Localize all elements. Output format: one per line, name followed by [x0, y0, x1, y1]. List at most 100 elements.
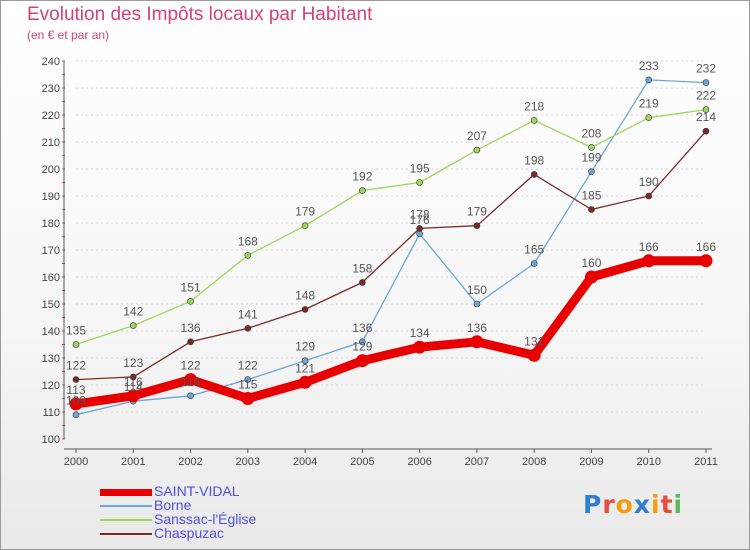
y-tick-label: 230	[42, 83, 60, 95]
data-point	[72, 411, 80, 419]
x-tick-label: 2006	[407, 456, 431, 468]
x-tick-label: 2004	[293, 456, 317, 468]
logo-letter: t	[660, 490, 674, 519]
data-point	[129, 373, 137, 381]
data-label: 114	[124, 380, 143, 394]
y-tick-label: 150	[42, 299, 60, 311]
data-point	[588, 168, 595, 175]
x-tick-label: 2005	[350, 456, 374, 468]
series-line	[71, 256, 711, 409]
data-point	[244, 376, 252, 383]
series-line	[75, 108, 707, 346]
data-label: 142	[123, 305, 143, 319]
data-point	[699, 254, 713, 268]
data-point	[72, 376, 80, 383]
legend-item-sanssac: Sanssac-l'Église	[100, 511, 320, 527]
data-label: 192	[352, 170, 372, 184]
logo-letter: r	[602, 490, 616, 519]
data-label: 165	[524, 243, 544, 257]
data-label: 150	[467, 283, 487, 297]
data-label: 136	[181, 321, 201, 335]
y-tick-label: 220	[42, 110, 60, 122]
data-point	[645, 192, 653, 200]
data-point	[129, 322, 137, 329]
logo-letter: x	[633, 490, 651, 519]
data-label: 115	[238, 378, 257, 392]
data-label: 222	[696, 89, 716, 103]
y-tick-label: 140	[42, 326, 60, 338]
data-point	[584, 270, 598, 284]
legend: SAINT-VIDAL Borne Sanssac-l'Église Chasp…	[100, 483, 320, 541]
data-label: 160	[581, 256, 601, 270]
data-label: 113	[66, 383, 85, 397]
data-point	[413, 340, 427, 354]
data-point	[359, 187, 366, 194]
data-label: 207	[467, 129, 487, 143]
x-tick-label: 2007	[465, 456, 489, 468]
data-point	[702, 79, 710, 86]
legend-swatch-chaspuzac	[100, 533, 152, 535]
data-point	[702, 127, 710, 135]
data-label: 123	[123, 356, 143, 370]
data-label: 190	[639, 175, 659, 189]
data-point	[416, 179, 423, 186]
data-point	[359, 279, 366, 286]
chart-title: Evolution des Impôts locaux par Habitant	[27, 4, 373, 25]
data-point	[416, 230, 423, 238]
data-label: 176	[410, 213, 430, 227]
data-point	[187, 392, 194, 400]
data-label: 136	[352, 321, 372, 335]
data-point	[298, 375, 312, 389]
data-point	[416, 225, 423, 232]
y-tick-label: 130	[42, 353, 60, 365]
logo-letter: i	[651, 490, 661, 519]
data-point	[301, 306, 309, 313]
y-tick-label: 180	[42, 218, 60, 230]
proxiti-logo: Proxiti	[583, 490, 683, 519]
y-tick-label: 190	[42, 191, 60, 203]
logo-letter: P	[583, 490, 603, 519]
x-tick-label: 2003	[236, 456, 260, 468]
y-tick-label: 100	[42, 434, 60, 446]
data-label: 151	[181, 280, 201, 294]
y-tick-label: 200	[42, 164, 60, 176]
data-label: 232	[696, 62, 716, 76]
data-point	[355, 354, 369, 368]
data-label: 218	[524, 99, 544, 113]
data-label: 122	[181, 359, 201, 373]
data-point	[473, 300, 481, 308]
y-tick-label: 170	[42, 245, 60, 257]
data-point	[642, 254, 656, 268]
data-label: 195	[410, 162, 430, 176]
legend-label: SAINT-VIDAL	[154, 483, 240, 499]
data-label: 208	[581, 126, 601, 140]
series-line	[75, 130, 707, 381]
data-point	[588, 206, 595, 213]
logo-letter: i	[673, 490, 684, 519]
data-point	[530, 171, 538, 178]
data-label: 136	[467, 321, 487, 335]
legend-swatch-borne	[100, 505, 152, 507]
data-label: 135	[66, 324, 86, 338]
x-tick-label: 2008	[522, 456, 546, 468]
legend-item-borne: Borne	[100, 498, 320, 513]
data-point	[473, 222, 481, 229]
data-point	[187, 297, 194, 305]
data-label: 179	[467, 205, 487, 219]
data-point	[72, 341, 80, 348]
data-point	[527, 348, 541, 362]
data-point	[470, 335, 484, 349]
data-label: 179	[295, 205, 315, 219]
legend-label: Sanssac-l'Église	[154, 511, 257, 527]
legend-item-chaspuzac: Chaspuzac	[100, 526, 320, 541]
logo-letter: o	[615, 490, 634, 519]
series-lines	[71, 79, 711, 416]
data-label: 198	[524, 153, 544, 167]
y-tick-label: 210	[42, 137, 60, 149]
data-point	[359, 338, 366, 346]
data-label: 233	[639, 59, 659, 73]
data-label: 166	[639, 240, 659, 254]
data-label: 131	[524, 334, 544, 348]
